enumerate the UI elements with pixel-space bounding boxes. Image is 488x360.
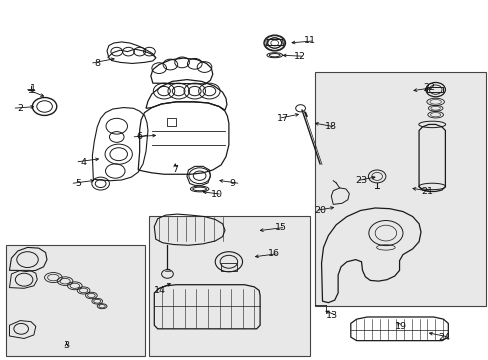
Text: 7: 7 (172, 165, 178, 174)
Bar (315, 72, 485, 306)
Text: 17: 17 (277, 114, 289, 123)
Text: 10: 10 (211, 190, 223, 199)
Text: 22: 22 (422, 83, 434, 92)
Text: 13: 13 (326, 311, 338, 320)
Text: 19: 19 (394, 322, 406, 331)
Text: 15: 15 (274, 223, 286, 232)
Text: 11: 11 (304, 36, 315, 45)
Text: 16: 16 (268, 249, 280, 258)
Text: 6: 6 (136, 132, 142, 141)
Bar (149, 216, 310, 356)
Text: 12: 12 (294, 52, 305, 61)
Text: 1: 1 (30, 84, 36, 93)
Text: 20: 20 (314, 206, 326, 215)
Text: 14: 14 (153, 286, 165, 295)
Text: 4: 4 (80, 158, 86, 167)
Text: 9: 9 (229, 179, 235, 188)
Text: 2: 2 (17, 104, 23, 113)
Text: 18: 18 (324, 122, 336, 131)
Text: 8: 8 (95, 59, 101, 68)
Text: 21: 21 (420, 187, 432, 196)
Text: 23: 23 (354, 176, 366, 185)
Text: 5: 5 (75, 179, 81, 188)
Text: 24: 24 (438, 333, 449, 342)
Bar (5, 244, 144, 356)
Text: 3: 3 (63, 341, 69, 350)
